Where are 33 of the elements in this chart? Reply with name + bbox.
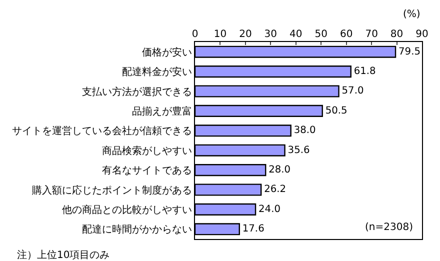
x-tick-label: 70 [365, 29, 378, 40]
x-tick-label: 80 [390, 29, 404, 40]
data-label: 26.2 [264, 184, 286, 196]
y-tick-label: 購入額に応じたポイント制度がある [32, 184, 192, 196]
x-tick-label: 40 [290, 29, 302, 40]
data-label: 24.0 [258, 204, 280, 215]
x-tick-label: 10 [214, 29, 227, 40]
y-tick-label: 配達料金が安い [122, 66, 192, 78]
data-label: 38.0 [294, 125, 316, 136]
x-tick-label: 60 [340, 29, 353, 40]
y-tick-label: 商品検索がしやすい [102, 144, 192, 157]
x-tick-label: 30 [264, 29, 278, 40]
x-tick-label: 90 [416, 29, 428, 40]
data-label: 28.0 [268, 164, 291, 176]
y-tick-label: 品揃えが豊富 [132, 105, 192, 118]
y-tick-label: 他の商品との比較がしやすい [62, 204, 192, 216]
y-tick-label: 有名なサイトである [102, 164, 192, 177]
y-tick-label: 配達に時間がかからない [82, 224, 192, 236]
y-tick-label: サイトを運営している会社が信頼できる [12, 125, 192, 138]
data-label: 17.6 [242, 224, 264, 235]
data-label: 79.5 [398, 46, 420, 58]
data-label: 57.0 [342, 86, 364, 97]
data-label: 61.8 [354, 66, 376, 78]
x-tick-label: 0 [192, 29, 198, 40]
data-label: 35.6 [288, 144, 310, 156]
annotation: (n=2308) [365, 222, 414, 233]
x-axis-title: (%) [403, 9, 420, 20]
text: 注）上位10項目のみ [17, 249, 110, 261]
data-label: 50.5 [325, 105, 348, 116]
y-tick-label: 支払い方法が選択できる [82, 86, 192, 98]
x-tick-label: 20 [239, 29, 252, 40]
x-tick-label: 50 [314, 29, 328, 40]
y-tick-label: 価格が安い [142, 46, 192, 58]
